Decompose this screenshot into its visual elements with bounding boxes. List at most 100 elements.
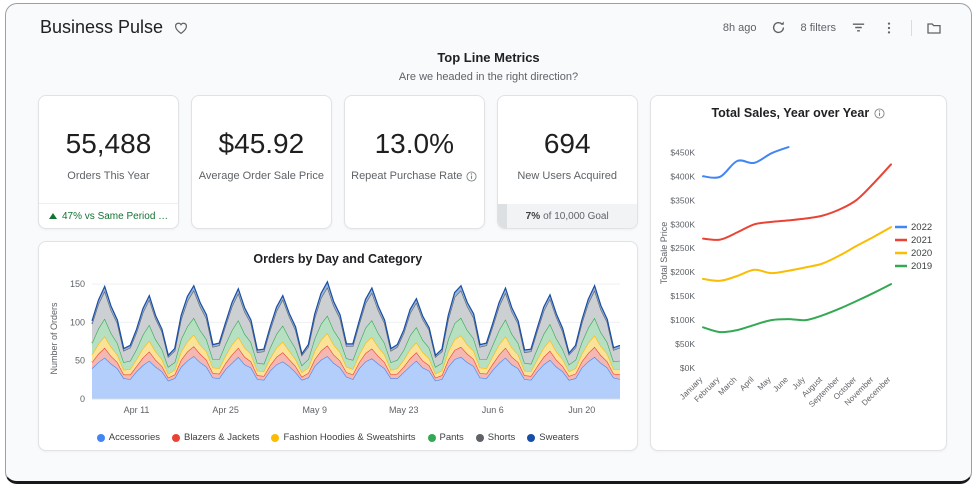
legend-swatch [427,433,436,442]
legend-label: Pants [439,432,464,443]
svg-text:April: April [738,375,756,393]
legend-item[interactable]: Sweaters [527,432,579,443]
legend-item[interactable]: Accessories [96,432,160,443]
orders-chart-title: Orders by Day and Category [253,252,423,266]
info-icon[interactable] [874,107,885,119]
total-sales-title: Total Sales, Year over Year [651,96,946,120]
svg-text:Apr 11: Apr 11 [123,405,149,415]
svg-text:$150K: $150K [671,291,696,301]
svg-text:$450K: $450K [671,147,696,157]
kpi-users-card: 694 New Users Acquired 7% of 10,000 Goal [496,95,638,229]
dashboard-window: Business Pulse 8h ago 8 filters Top Line… [5,3,972,484]
kpi-repeat-body: 13.0% Repeat Purchase Rate [345,128,484,182]
goal-progress-fill [497,204,508,228]
section-header: Top Line Metrics Are we headed in the ri… [6,50,971,83]
svg-text:150: 150 [70,279,85,289]
svg-text:Apr 25: Apr 25 [212,405,239,415]
svg-text:Jun 20: Jun 20 [568,405,595,415]
folder-icon[interactable] [925,19,943,37]
svg-text:2019: 2019 [911,261,932,272]
svg-text:2020: 2020 [911,248,932,259]
dashboard-body: 55,488 Orders This Year 47% vs Same Peri… [6,83,971,451]
kpi-orders-body: 55,488 Orders This Year [39,128,178,182]
kpi-orders-change-text: 47% vs Same Period … [62,210,169,222]
more-menu-icon[interactable] [880,19,898,37]
kpi-row: 55,488 Orders This Year 47% vs Same Peri… [38,95,638,229]
svg-text:$0K: $0K [680,363,695,373]
total-sales-title-text: Total Sales, Year over Year [711,106,870,120]
favorite-heart-icon[interactable] [173,20,189,36]
total-sales-card: Total Sales, Year over Year $0K $50K $100K… [649,95,947,451]
filter-icon[interactable] [849,19,867,37]
svg-text:$250K: $250K [671,243,696,253]
topbar-divider [911,19,912,36]
last-updated-label: 8h ago [722,21,757,34]
orders-chart-card: Orders by Day and Category 0 50 100 150 Numb… [38,241,638,451]
legend-item[interactable]: Pants [427,432,464,443]
svg-text:$50K: $50K [675,339,695,349]
goal-percent: 7% [525,210,541,222]
legend-item[interactable]: Shorts [475,432,516,443]
kpi-orders-card: 55,488 Orders This Year 47% vs Same Peri… [38,95,179,229]
kpi-orders-value: 55,488 [65,128,152,159]
legend-label: Fashion Hoodies & Sweatshirts [283,432,416,443]
legend-item[interactable]: Blazers & Jackets [171,432,260,443]
svg-text:Jun 6: Jun 6 [482,405,504,415]
legend-swatch [527,433,536,442]
info-icon[interactable] [466,170,477,182]
svg-text:March: March [717,375,739,397]
svg-text:Total Sale Price: Total Sale Price [659,222,669,285]
orders-stacked-area-chart: 0 50 100 150 Number of Orders Apr 11 Apr 25 May… [49,279,621,415]
up-arrow-icon [49,213,57,219]
legend-swatch [475,433,484,442]
kpi-aov-body: $45.92 Average Order Sale Price [192,128,331,182]
svg-text:$200K: $200K [671,267,696,277]
topbar-controls: 8h ago 8 filters [723,19,943,37]
goal-text: of 10,000 Goal [543,210,609,222]
topbar: Business Pulse 8h ago 8 filters [6,4,971,38]
kpi-aov-value: $45.92 [218,128,305,159]
kpi-users-goal: 7% of 10,000 Goal [497,204,637,228]
legend-label: Accessories [108,432,160,443]
kpi-users-body: 694 New Users Acquired [498,128,637,182]
svg-text:May 23: May 23 [389,405,419,415]
legend-label: Sweaters [539,432,579,443]
refresh-icon[interactable] [770,19,788,37]
total-sales-line-chart: $0K $50K $100K $150K $200K $250K $300K $350K $40… [659,146,932,409]
svg-text:June: June [772,375,791,394]
kpi-repeat-value: 13.0% [374,128,454,159]
orders-chart-legend: Accessories Blazers & Jackets Fashion Hood… [39,432,637,443]
kpi-repeat-label: Repeat Purchase Rate [345,170,484,182]
svg-text:100: 100 [70,317,85,327]
legend-swatch [171,433,180,442]
svg-text:$350K: $350K [671,195,696,205]
kpi-orders-change: 47% vs Same Period … [39,203,178,228]
legend-item[interactable]: Fashion Hoodies & Sweatshirts [271,432,416,443]
section-subtitle: Are we headed in the right direction? [398,71,579,83]
kpi-users-value: 694 [543,128,591,159]
kpi-repeat-card: 13.0% Repeat Purchase Rate [343,95,485,229]
legend-swatch [96,433,105,442]
svg-text:Number of Orders: Number of Orders [49,302,59,375]
svg-text:0: 0 [80,394,85,404]
legend-swatch [271,433,280,442]
svg-text:$300K: $300K [671,219,696,229]
filters-count-label[interactable]: 8 filters [800,21,836,34]
svg-text:May: May [756,375,773,392]
svg-text:May 9: May 9 [302,405,327,415]
svg-text:$400K: $400K [671,171,696,181]
kpi-users-label: New Users Acquired [517,170,618,182]
kpi-orders-label: Orders This Year [67,170,150,182]
svg-text:2022: 2022 [911,222,932,233]
svg-text:$100K: $100K [671,315,696,325]
dashboard-title: Business Pulse [40,17,164,37]
left-column: 55,488 Orders This Year 47% vs Same Peri… [38,95,638,451]
svg-text:2021: 2021 [911,235,932,246]
section-title: Top Line Metrics [437,50,540,65]
legend-label: Blazers & Jackets [183,432,260,443]
kpi-aov-label: Average Order Sale Price [198,170,324,182]
svg-text:50: 50 [75,356,85,366]
legend-label: Shorts [487,432,516,443]
kpi-repeat-label-text: Repeat Purchase Rate [351,170,463,182]
kpi-aov-card: $45.92 Average Order Sale Price [190,95,332,229]
